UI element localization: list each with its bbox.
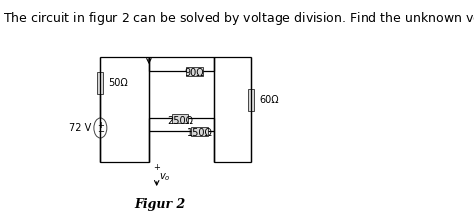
Bar xyxy=(172,113,189,122)
Text: The circuit in figur 2 can be solved by voltage division. Find the unknown volta: The circuit in figur 2 can be solved by … xyxy=(3,10,474,27)
Bar xyxy=(98,72,103,94)
Bar xyxy=(186,67,203,76)
Text: 72 V: 72 V xyxy=(69,123,91,133)
Bar xyxy=(191,127,208,136)
Text: +: + xyxy=(97,122,104,131)
Text: +: + xyxy=(153,162,160,171)
Text: 60Ω: 60Ω xyxy=(259,95,279,105)
Text: 50Ω: 50Ω xyxy=(108,78,128,88)
Text: $v_o$: $v_o$ xyxy=(159,171,171,183)
Text: 150Ω: 150Ω xyxy=(186,129,212,138)
Text: Figur 2: Figur 2 xyxy=(134,198,185,211)
Text: −: − xyxy=(97,127,104,136)
Text: 90Ω: 90Ω xyxy=(184,69,204,78)
Text: 250Ω: 250Ω xyxy=(167,115,193,125)
Bar xyxy=(248,89,254,111)
